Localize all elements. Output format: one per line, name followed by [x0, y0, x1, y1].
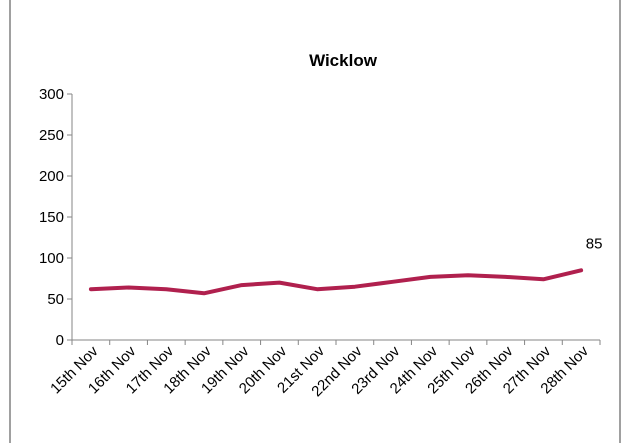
data-label: 85	[586, 235, 603, 252]
y-tick-label: 200	[39, 168, 64, 185]
labels-layer: 85	[586, 235, 603, 252]
y-tick-label: 50	[47, 291, 64, 308]
y-tick-label: 250	[39, 127, 64, 144]
series-line	[88, 268, 584, 296]
y-tick-label: 100	[39, 250, 64, 267]
y-tick-label: 150	[39, 209, 64, 226]
chart-title: Wicklow	[309, 51, 378, 70]
y-tick-label: 300	[39, 86, 64, 103]
y-tick-label: 0	[56, 332, 64, 349]
series-layer	[88, 268, 584, 296]
